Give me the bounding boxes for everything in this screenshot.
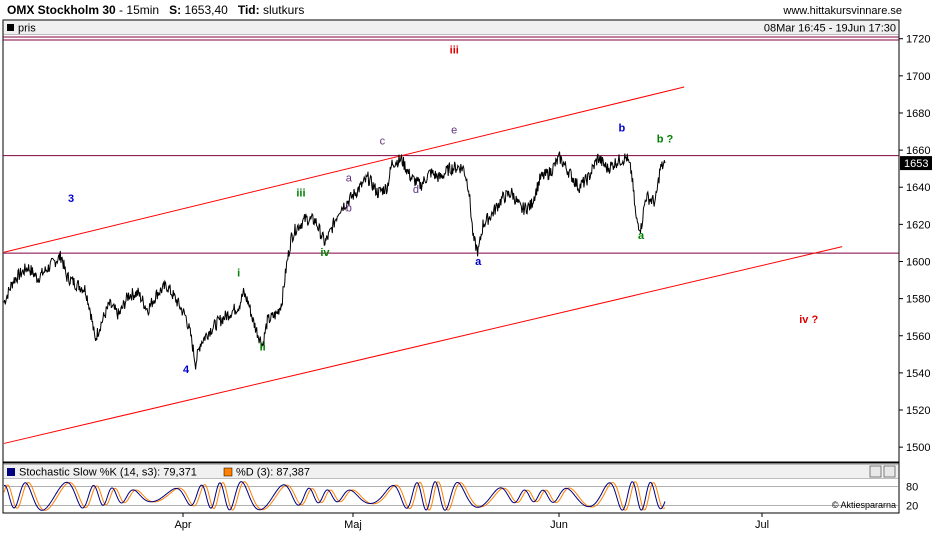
y-tick-label: 1680 [906, 108, 930, 120]
x-tick-label: Maj [344, 519, 362, 531]
price-panel-legend-bar [3, 20, 899, 35]
channel-lower-line [3, 246, 843, 444]
price-panel-frame [2, 19, 900, 463]
date-range-label: 08Mar 16:45 - 19Jun 17:30 [764, 23, 896, 35]
y-tick-label: 1700 [906, 71, 930, 83]
wave-label: iii [450, 45, 459, 57]
wave-label: a [475, 256, 482, 268]
stoch-tick-label: 20 [906, 501, 918, 513]
stoch-k-label: Stochastic Slow %K (14, s3): 79,371 [19, 467, 197, 479]
wave-label: a [638, 230, 645, 242]
wave-label: 3 [68, 193, 74, 205]
wave-label: iv ? [799, 314, 818, 326]
stoch-d-swatch [223, 467, 233, 477]
time-label: Tid: [237, 3, 260, 17]
y-tick-label: 1720 [906, 34, 930, 46]
stoch-d-label: %D (3): 87,387 [236, 467, 310, 479]
channel-upper-line [3, 86, 685, 253]
wave-label: e [451, 124, 457, 136]
stoch-k-swatch [7, 468, 15, 476]
y-tick-label: 1620 [906, 219, 930, 231]
index-name: OMX Stockholm 30 [7, 3, 116, 17]
watermark: © Aktiespararna [832, 500, 896, 510]
wave-label: 4 [183, 364, 190, 376]
y-tick-label: 1520 [906, 405, 930, 417]
stoch-tick-label: 80 [906, 481, 918, 493]
price-legend-label: pris [18, 23, 36, 35]
y-tick-label: 1500 [906, 442, 930, 454]
wave-label: b [619, 123, 626, 135]
x-tick-label: Jul [755, 519, 769, 531]
last-label: S: [169, 3, 182, 17]
y-tick-label: 1660 [906, 145, 930, 157]
y-tick-label: 1580 [906, 294, 930, 306]
wave-label: b ? [657, 134, 674, 146]
last-value: 1653,40 [184, 3, 228, 17]
price-line [3, 151, 666, 370]
price-legend-swatch [7, 24, 14, 31]
stoch-k-line [3, 480, 666, 511]
y-tick-label: 1560 [906, 331, 930, 343]
settings-icon[interactable] [883, 465, 896, 478]
wave-label: iii [296, 188, 305, 200]
chart-header: OMX Stockholm 30 - 15min S: 1653,40 Tid:… [7, 3, 304, 17]
x-tick-label: Jun [550, 519, 568, 531]
wave-label: i [237, 267, 240, 279]
y-tick-label: 1600 [906, 256, 930, 268]
wave-label: b [346, 202, 352, 214]
y-tick-label: 1640 [906, 182, 930, 194]
wave-label: ii [260, 342, 266, 354]
y-tick-label: 1540 [906, 368, 930, 380]
wave-label: iv [320, 247, 330, 259]
last-price-tag: 1653 [904, 158, 928, 170]
interval: 15min [126, 3, 160, 17]
wrench-icon[interactable] [869, 465, 882, 478]
wave-label: c [380, 136, 386, 148]
x-tick-label: Apr [174, 519, 191, 531]
wave-label: a [346, 173, 353, 185]
wave-label: d [413, 184, 419, 196]
time-value: slutkurs [262, 3, 305, 17]
last-price-tag-bg [900, 156, 932, 171]
separator: - [119, 3, 124, 17]
site-link[interactable]: www.hittakursvinnare.se [783, 5, 902, 17]
